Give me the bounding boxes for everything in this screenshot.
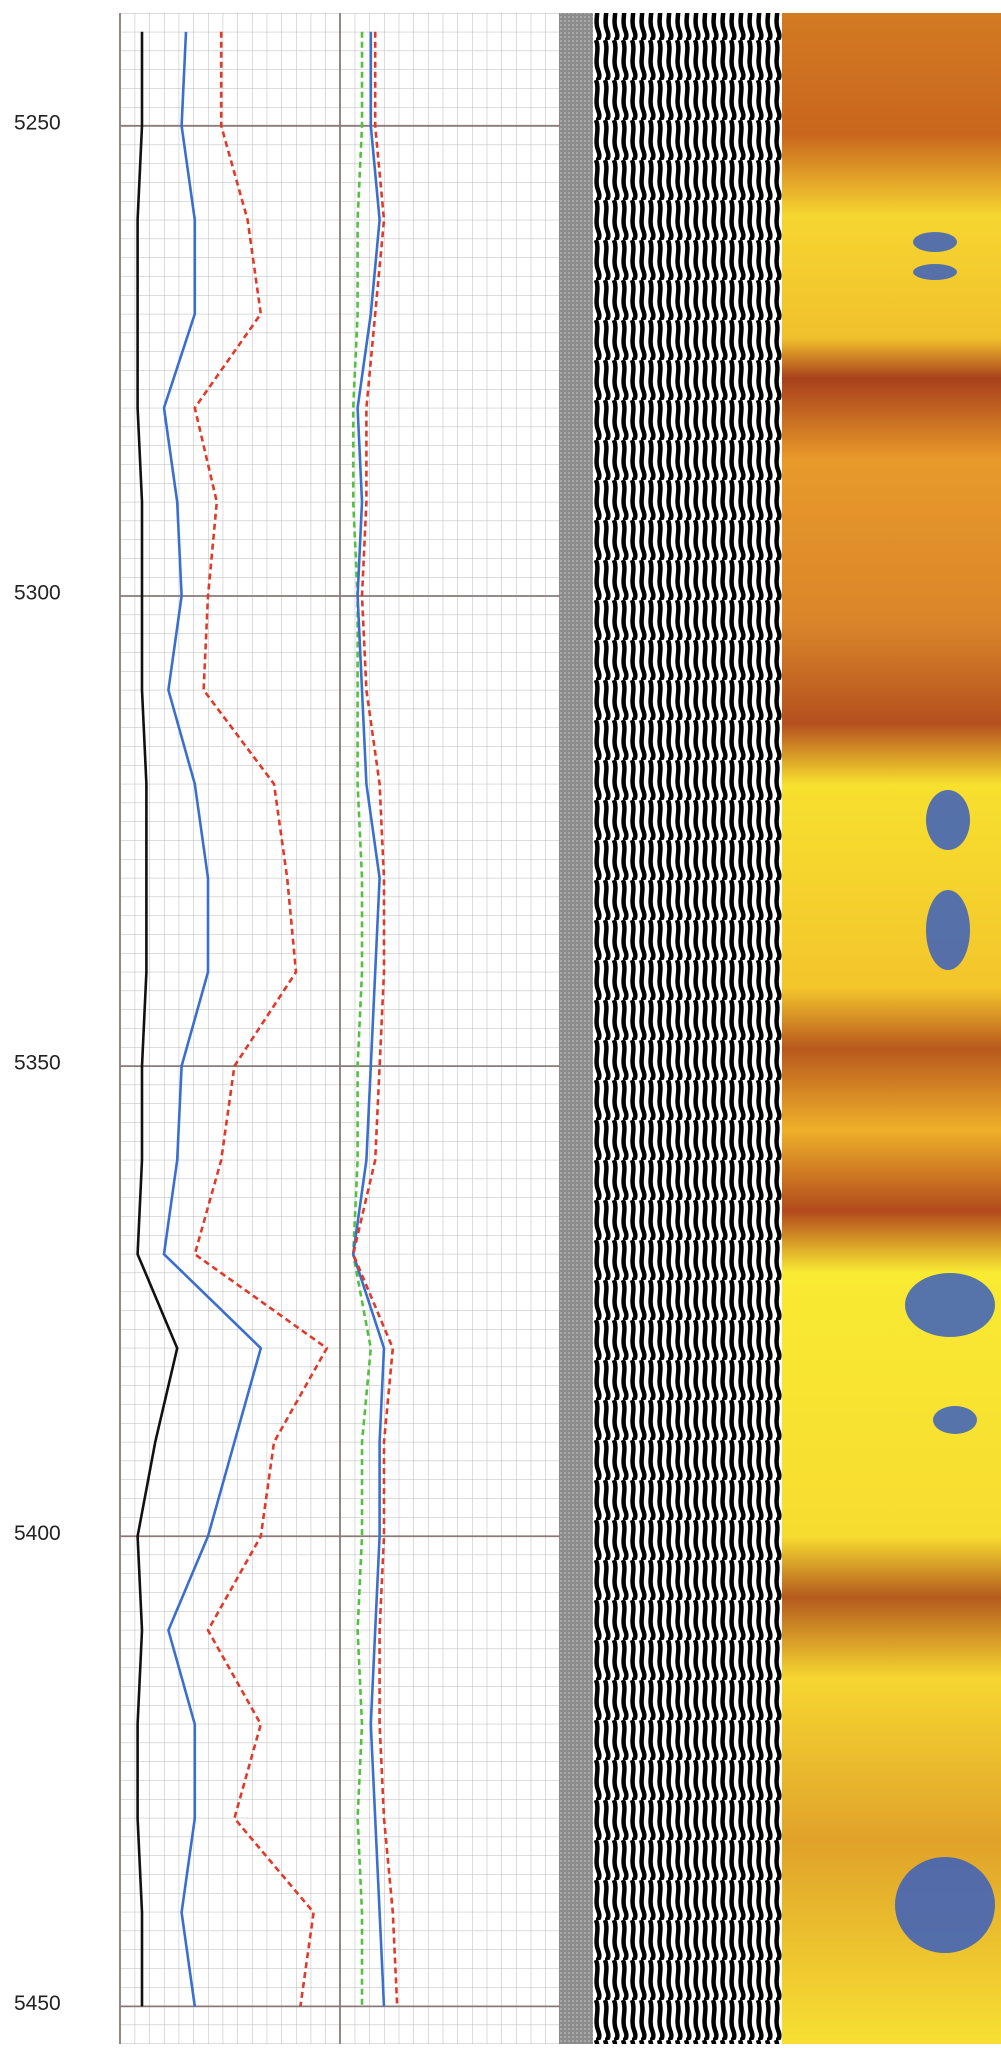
color-image-track xyxy=(782,13,1001,2044)
plot: 5250 5300 5350 5400 5450 xyxy=(14,31,560,2015)
depth-tick-label: 5400 xyxy=(14,1522,61,1545)
log-curve xyxy=(162,31,263,2007)
image-blobs xyxy=(895,232,995,1953)
depth-tick-label: 5350 xyxy=(14,1052,61,1075)
log-curve xyxy=(193,31,329,2007)
gray-band xyxy=(560,13,593,2044)
waveform-image-track xyxy=(593,13,782,2044)
depth-tick-label: 5250 xyxy=(14,111,61,134)
depth-tick-label: 5450 xyxy=(14,1992,61,2015)
depth-tick-label: 5300 xyxy=(14,582,61,605)
log-curve xyxy=(136,31,179,2007)
log-curve xyxy=(351,31,399,2007)
log-curve xyxy=(351,31,386,2007)
